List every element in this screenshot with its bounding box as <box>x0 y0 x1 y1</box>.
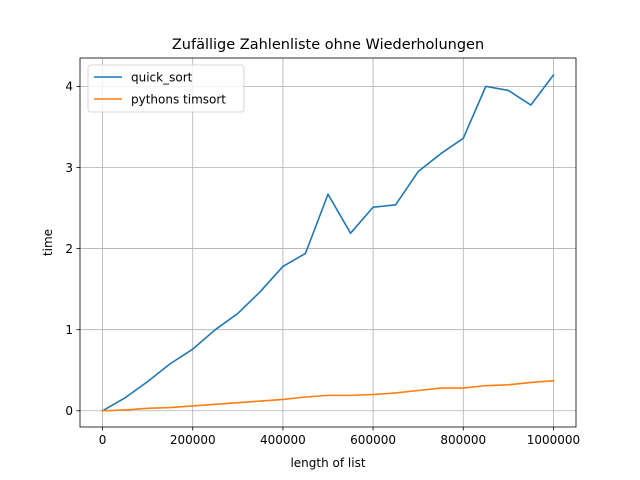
series-0-point <box>372 206 374 208</box>
y-tick-label: 3 <box>65 161 73 175</box>
plot-frame <box>79 57 577 428</box>
series-1-point <box>214 403 216 405</box>
y-tick-label: 4 <box>65 80 73 94</box>
series-line-0 <box>101 73 555 412</box>
series-0-point <box>462 137 464 139</box>
series-0-point <box>282 265 284 267</box>
series-0-point <box>237 312 239 314</box>
series-0-point <box>169 363 171 365</box>
series-0-point <box>394 204 396 206</box>
grid <box>80 58 576 427</box>
series-1-point <box>552 380 554 382</box>
series-1-point <box>530 381 532 383</box>
series-0-point <box>192 348 194 350</box>
legend-label: quick_sort <box>131 70 193 84</box>
y-tick-label: 0 <box>65 404 73 418</box>
series-1-point <box>259 400 261 402</box>
x-tick-label: 0 <box>99 433 107 447</box>
series-1-point <box>394 392 396 394</box>
x-axis-label: length of list <box>290 456 365 470</box>
series-0-point <box>349 232 351 234</box>
series-1-point <box>282 398 284 400</box>
y-tick-label: 2 <box>65 242 73 256</box>
series-0-point <box>214 328 216 330</box>
series-0-point <box>124 397 126 399</box>
series-1-point <box>327 394 329 396</box>
series-1-point <box>146 407 148 409</box>
series-0-point <box>530 104 532 106</box>
legend-box <box>87 64 245 113</box>
series-0-point <box>552 74 554 76</box>
legend-label: pythons timsort <box>131 92 226 106</box>
series-line-1 <box>101 379 555 412</box>
x-tick-label: 200000 <box>170 433 216 447</box>
series-1-point <box>169 406 171 408</box>
series-1-point <box>440 387 442 389</box>
series-0-point <box>146 380 148 382</box>
series-0-point <box>440 153 442 155</box>
series-1-point <box>101 410 103 412</box>
series-1-point <box>417 389 419 391</box>
series-1-point <box>304 396 306 398</box>
axis-ticks: 0 200000 400000 600000 800000 1000000 0 1 2 3 4 <box>65 80 580 447</box>
series-1-point <box>124 409 126 411</box>
series-0-point <box>485 85 487 87</box>
series-0-point <box>507 89 509 91</box>
series-1-point <box>349 394 351 396</box>
series-0-point <box>304 252 306 254</box>
x-tick-label: 600000 <box>350 433 396 447</box>
x-tick-label: 800000 <box>440 433 486 447</box>
series-1-point <box>485 384 487 386</box>
series-lines <box>101 73 555 412</box>
y-tick-label: 1 <box>65 323 73 337</box>
x-tick-label: 400000 <box>260 433 306 447</box>
chart-title: Zufällige Zahlenliste ohne Wiederholunge… <box>172 37 484 53</box>
x-tick-label: 1000000 <box>527 433 580 447</box>
series-1-point <box>192 405 194 407</box>
series-0-point <box>417 170 419 172</box>
series-1-point <box>237 401 239 403</box>
series-0-point <box>327 193 329 195</box>
series-1-point <box>462 387 464 389</box>
y-axis-label: time <box>41 229 55 256</box>
series-1-point <box>372 393 374 395</box>
series-1-point <box>507 384 509 386</box>
series-0-point <box>259 290 261 292</box>
